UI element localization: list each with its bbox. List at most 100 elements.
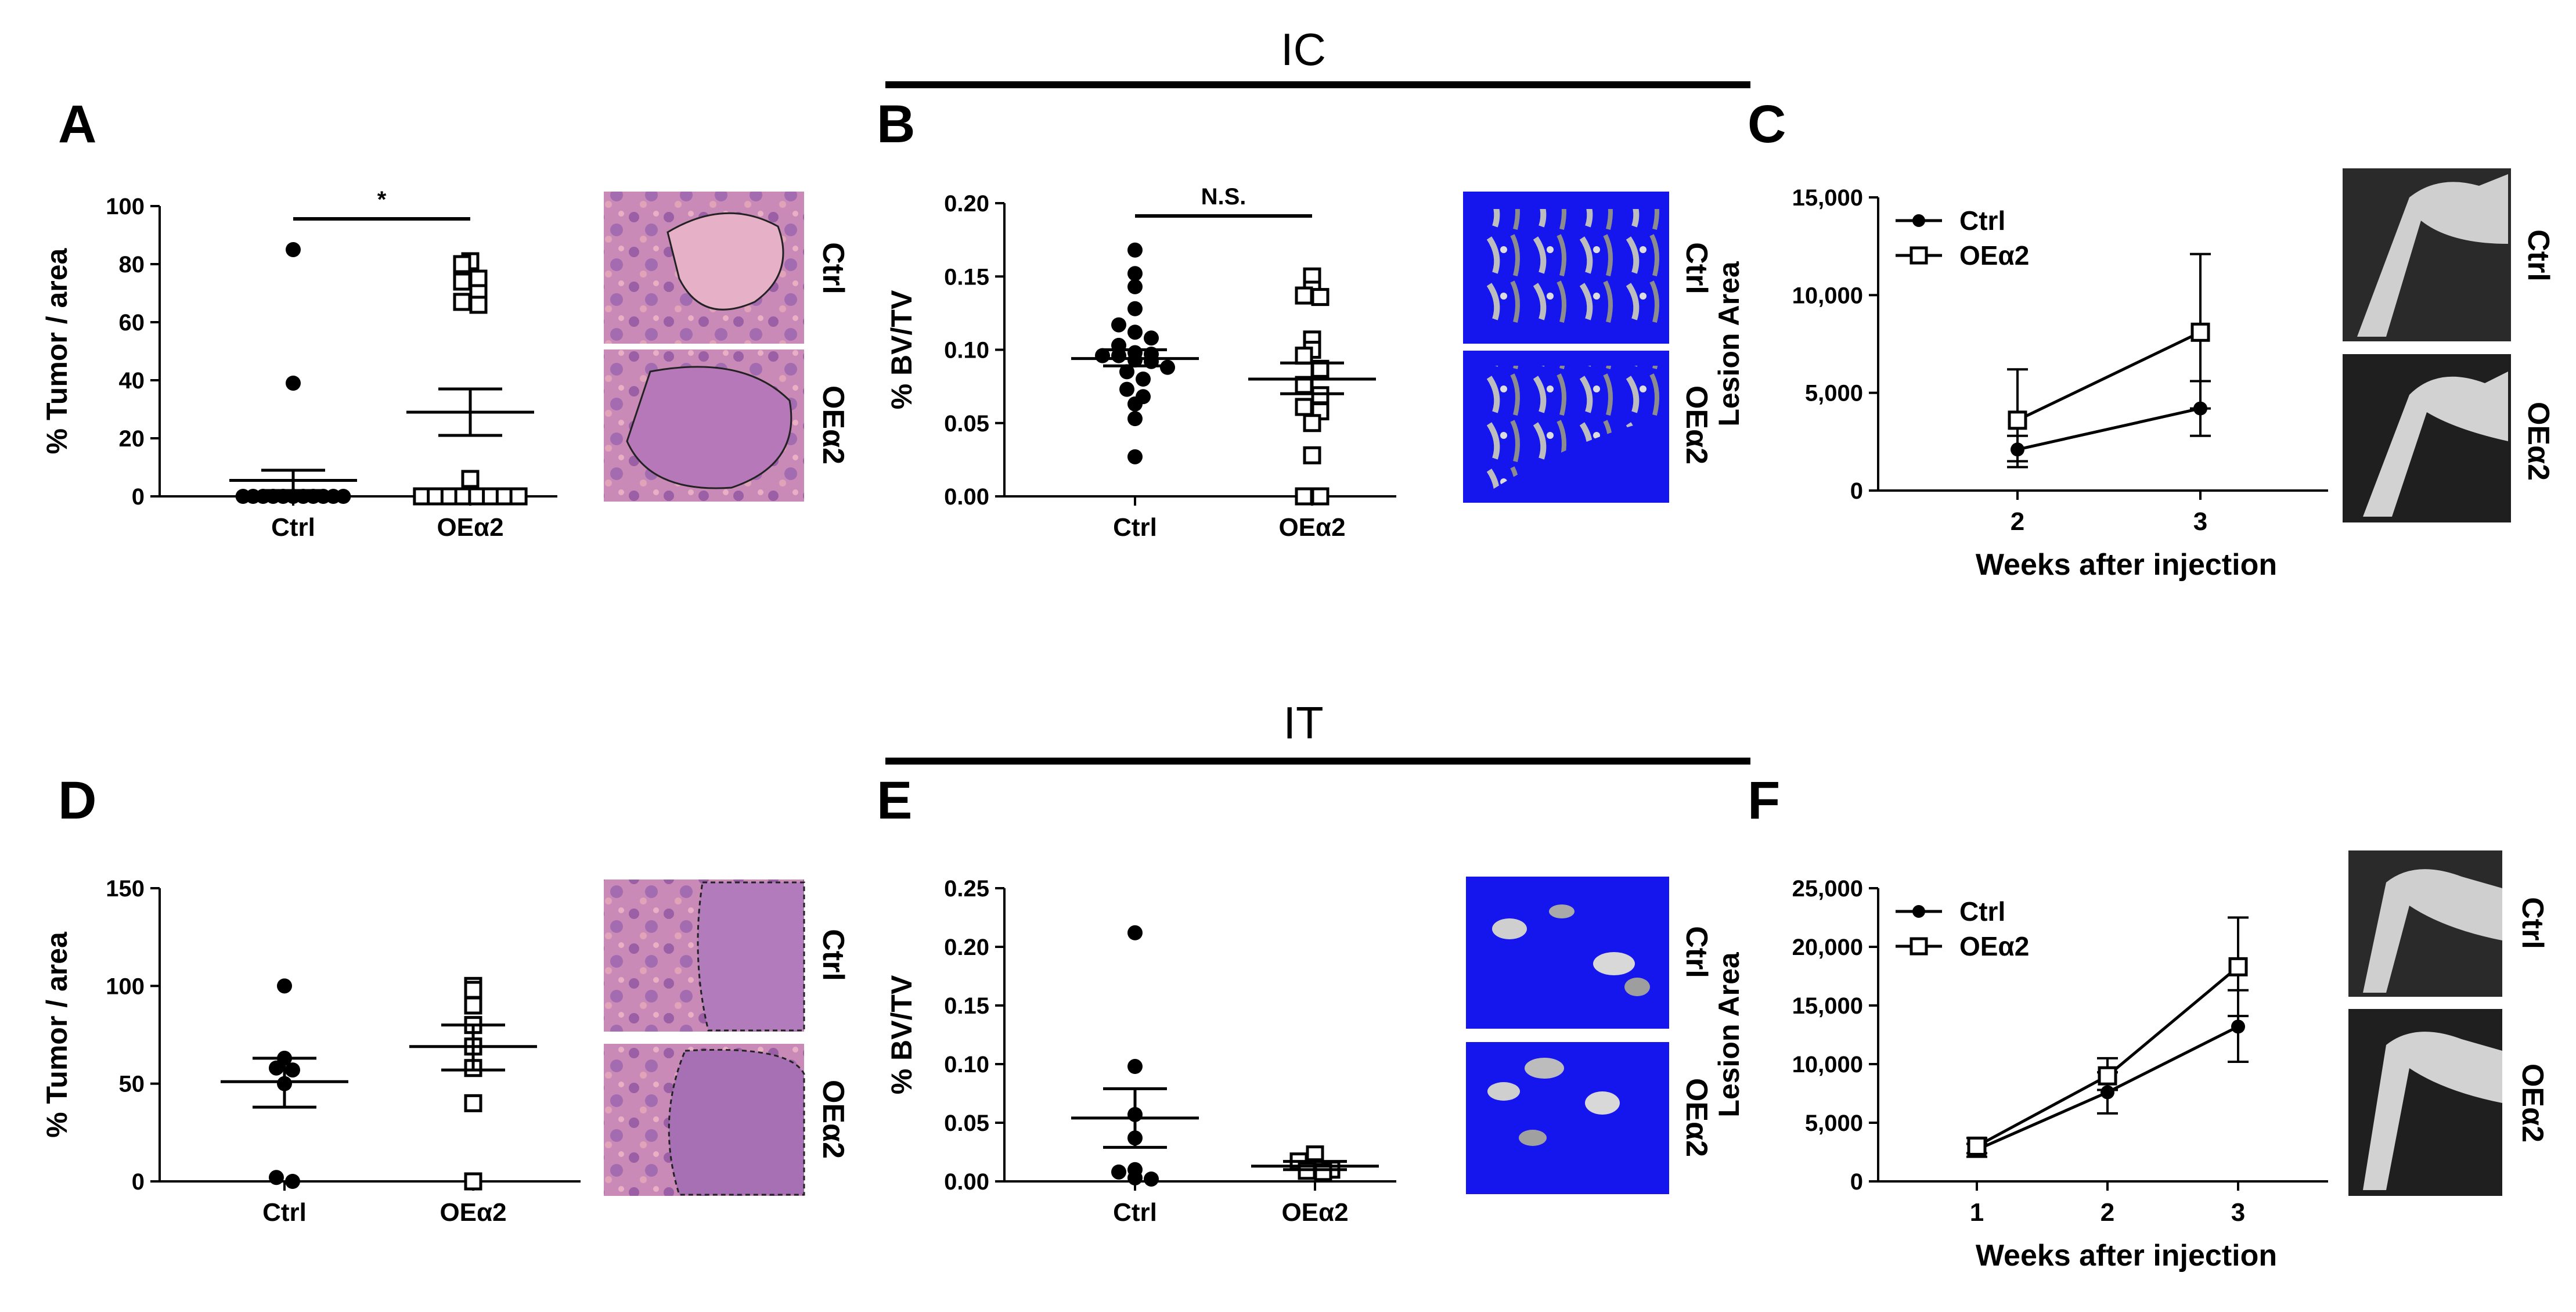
data-point-a-ctrl <box>336 489 351 504</box>
legend-marker-c <box>1910 246 1928 265</box>
data-point-b-ctrl <box>1127 449 1143 464</box>
chart-panel-d: 0 50 100 150 % Tumor / area Ctrl OEα2 <box>41 876 581 1227</box>
section-bar-ic <box>885 81 1750 88</box>
significance-label-a: * <box>377 187 387 212</box>
data-point-b-oe <box>1295 347 1313 365</box>
x-axis-label-c: Weeks after injection <box>1976 548 2277 582</box>
data-point-e-ctrl <box>1111 1164 1126 1180</box>
image-label-b-ctrl: Ctrl <box>1680 242 1713 294</box>
panel-letter-b: B <box>877 95 915 154</box>
legend-marker-f <box>1910 937 1928 956</box>
histology-image-d-ctrl <box>604 880 805 1032</box>
y-tick-label-a: 40 <box>119 368 145 394</box>
data-point-b-ctrl <box>1127 242 1143 258</box>
data-point-e-ctrl <box>1127 1059 1143 1075</box>
panel-letter-f: F <box>1748 771 1780 830</box>
image-label-c-ctrl: Ctrl <box>2521 229 2555 282</box>
x-tick-label-e: OEα2 <box>1281 1198 1348 1227</box>
chart-panel-a: 0 20 40 60 80 100 % Tumor / area Ctrl OEα2 * <box>41 187 557 542</box>
chart-panel-e: 0.00 0.05 0.10 0.15 0.20 0.25 % BV/TV Ctrl OEα2 <box>885 876 1396 1227</box>
x-tick-label-f: 1 <box>1970 1198 1984 1227</box>
x-tick-label-f: 2 <box>2101 1198 2114 1227</box>
y-tick-label-b: 0.10 <box>944 338 989 363</box>
data-point-d-ctrl <box>269 1060 284 1076</box>
y-tick-label-a: 20 <box>119 426 145 452</box>
y-tick-label-e: 0.00 <box>944 1169 989 1195</box>
y-tick-label-f: 20,000 <box>1792 935 1863 960</box>
y-tick-label-b: 0.20 <box>944 191 989 217</box>
data-point-c-oe <box>2190 322 2210 342</box>
data-point-e-ctrl <box>1127 925 1143 940</box>
data-point-b-oe <box>1303 414 1321 432</box>
y-tick-label-d: 150 <box>106 876 145 902</box>
data-point-a-oe <box>509 487 528 506</box>
y-tick-label-e: 0.10 <box>944 1052 989 1077</box>
xray-image-f-ctrl <box>2348 850 2502 997</box>
data-point-b-ctrl <box>1127 411 1143 427</box>
image-label-e-oe: OEα2 <box>1680 1078 1713 1157</box>
data-point-b-oe <box>1311 386 1330 405</box>
data-point-b-ctrl <box>1127 266 1143 282</box>
data-point-b-oe <box>1295 286 1313 305</box>
legend-label-f: OEα2 <box>1959 931 2029 961</box>
data-point-a-oe <box>453 272 471 291</box>
legend-label-c: Ctrl <box>1959 206 2005 236</box>
chart-panel-c: 0 5,000 10,000 15,000 Lesion Area 2 3 Weeks aft… <box>1713 185 2328 582</box>
data-point-e-ctrl <box>1127 1170 1143 1185</box>
data-point-a-oe <box>469 269 488 288</box>
x-axis-label-f: Weeks after injection <box>1976 1239 2277 1273</box>
data-point-d-oe <box>464 1172 482 1191</box>
data-point-d-ctrl <box>269 1170 284 1185</box>
y-tick-label-f: 5,000 <box>1805 1111 1863 1136</box>
legend-label-f: Ctrl <box>1959 896 2005 927</box>
y-tick-label-c: 15,000 <box>1792 185 1863 211</box>
microct-image-b-ctrl <box>1463 192 1669 344</box>
x-tick-label-c: 2 <box>2011 507 2024 536</box>
microct-image-e-ctrl <box>1466 877 1669 1029</box>
data-point-d-ctrl <box>285 1062 300 1078</box>
data-point-c-oe <box>2008 410 2027 430</box>
legend-marker-f <box>1912 905 1925 918</box>
histology-image-a-oe <box>604 349 804 502</box>
section-bar-it <box>885 758 1750 765</box>
y-tick-label-a: 0 <box>132 484 145 510</box>
histology-image-d-oe <box>604 1044 805 1196</box>
image-label-f-ctrl: Ctrl <box>2516 897 2549 949</box>
series-line-c-ctrl <box>2017 407 2201 451</box>
x-tick-label-d: OEα2 <box>439 1198 506 1227</box>
data-point-b-ctrl <box>1144 330 1159 346</box>
panel-letter-c: C <box>1748 95 1786 154</box>
y-tick-label-f: 0 <box>1850 1169 1863 1195</box>
y-tick-label-a: 100 <box>106 194 145 219</box>
data-point-d-ctrl <box>277 978 292 994</box>
x-tick-label-d: Ctrl <box>262 1198 307 1227</box>
section-title-it: IT <box>1283 697 1323 748</box>
image-label-d-ctrl: Ctrl <box>816 929 850 981</box>
y-tick-label-f: 25,000 <box>1792 876 1863 902</box>
data-point-d-oe <box>464 981 482 999</box>
data-point-b-oe <box>1311 288 1330 307</box>
data-point-a-ctrl <box>286 242 301 257</box>
data-point-a-oe <box>453 255 471 273</box>
data-point-f-oe <box>2228 957 2248 976</box>
data-point-f-ctrl <box>2231 1019 2245 1034</box>
y-axis-label-d: % Tumor / area <box>41 931 73 1138</box>
y-tick-label-e: 0.05 <box>944 1111 989 1136</box>
y-axis-label-e: % BV/TV <box>885 975 918 1094</box>
y-axis-label-b: % BV/TV <box>885 290 918 409</box>
xray-image-c-oe <box>2343 354 2511 522</box>
data-point-a-oe <box>469 295 488 314</box>
y-tick-label-a: 60 <box>119 310 145 336</box>
y-tick-label-d: 50 <box>119 1072 145 1097</box>
y-tick-label-f: 10,000 <box>1792 1052 1863 1077</box>
panel-letter-a: A <box>58 95 96 154</box>
xray-image-c-ctrl <box>2343 168 2511 341</box>
image-label-c-oe: OEα2 <box>2521 402 2555 481</box>
data-point-b-ctrl <box>1160 359 1175 375</box>
legend-label-c: OEα2 <box>1959 240 2029 271</box>
panel-letter-d: D <box>58 771 96 830</box>
image-label-e-ctrl: Ctrl <box>1680 926 1713 978</box>
section-title-ic: IC <box>1281 24 1326 75</box>
data-point-b-oe <box>1295 398 1313 416</box>
x-tick-label-c: 3 <box>2193 507 2207 536</box>
